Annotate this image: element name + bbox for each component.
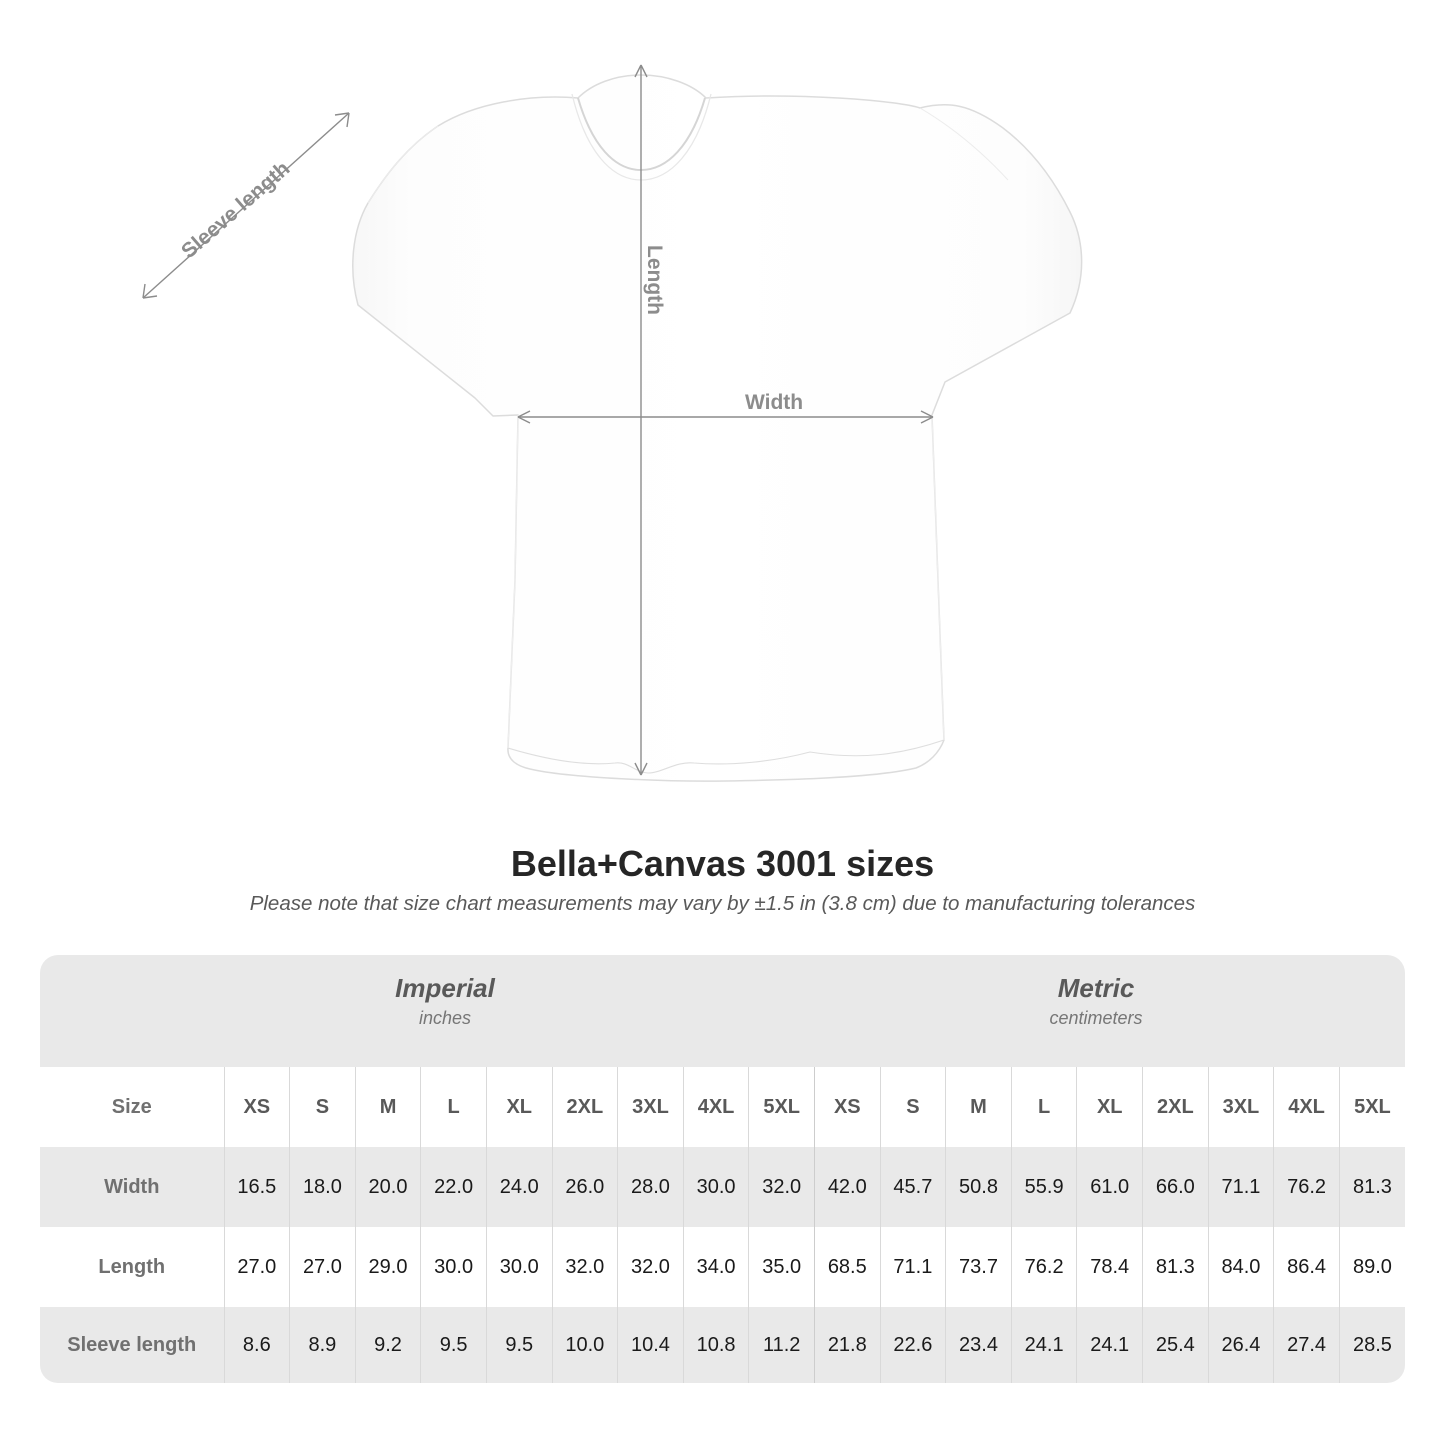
svg-text:Length: Length <box>643 245 666 315</box>
svg-text:Sleeve length: Sleeve length <box>177 157 294 263</box>
svg-text:Width: Width <box>745 391 803 414</box>
